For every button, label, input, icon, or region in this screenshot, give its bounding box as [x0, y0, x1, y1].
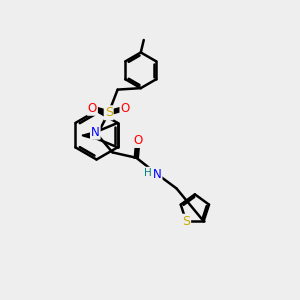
Text: N: N	[91, 126, 100, 139]
Text: O: O	[133, 134, 142, 147]
Text: H: H	[144, 168, 152, 178]
Text: N: N	[153, 168, 161, 181]
Text: O: O	[88, 102, 97, 115]
Text: S: S	[182, 215, 190, 228]
Text: O: O	[120, 102, 130, 115]
Text: S: S	[105, 106, 113, 119]
